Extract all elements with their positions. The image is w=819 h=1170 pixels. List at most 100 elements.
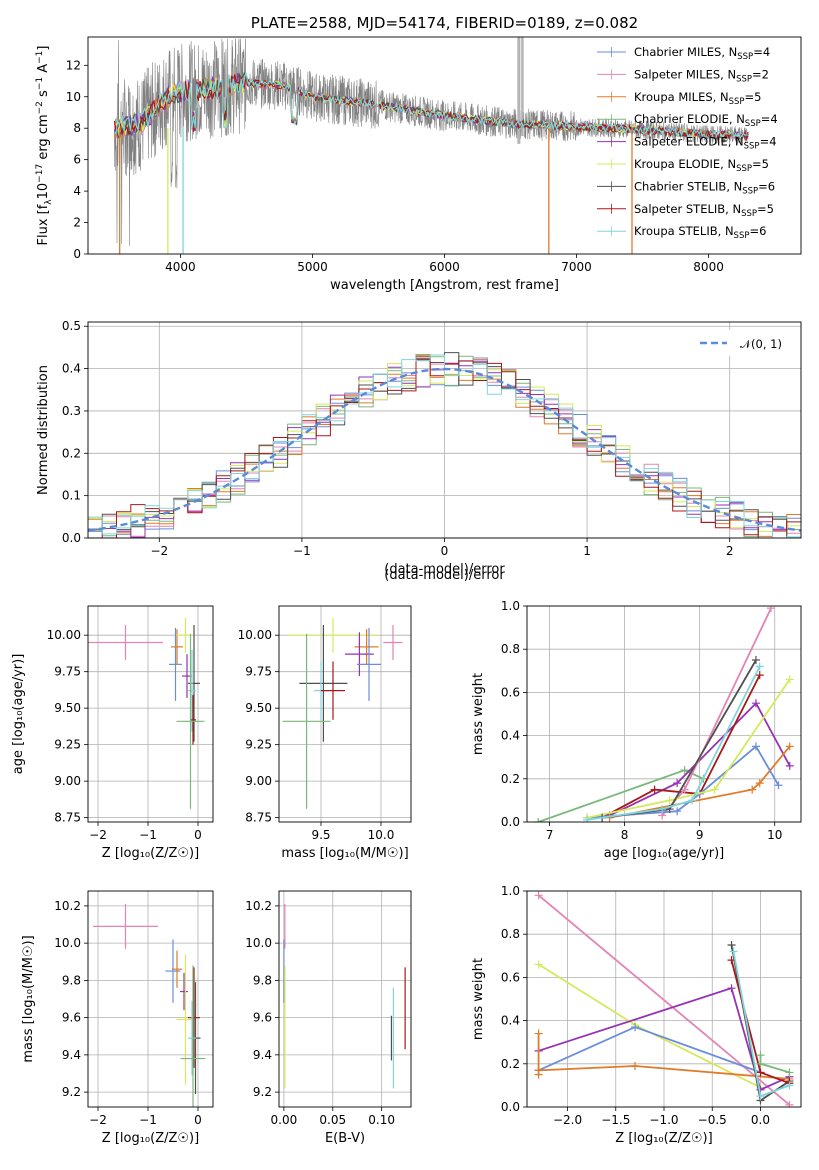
chart-title: PLATE=2588, MJD=54174, FIBERID=0189, z=0… <box>251 14 638 32</box>
y-tick-label: 0.0 <box>501 815 520 829</box>
y-tick-label: 9.50 <box>245 701 272 715</box>
y-tick-label: 10.0 <box>54 936 81 950</box>
mass-weight-marker <box>756 1092 765 1101</box>
x-tick-label: −1 <box>139 1113 157 1127</box>
x-tick-label: 0.0 <box>751 1113 770 1127</box>
mass-weight-marker <box>583 815 592 822</box>
legend-label: 𝒩(0, 1) <box>740 337 782 351</box>
legend-n-value: =5 <box>752 157 769 171</box>
y-tick-label: 1.0 <box>501 884 520 898</box>
mass-weight-marker <box>665 796 674 805</box>
legend-n-sub: SSP <box>736 164 752 174</box>
y-tick-label: 12 <box>66 58 81 72</box>
mass-weight-marker <box>755 779 764 788</box>
panel-spectrum: 4000 5000 6000 7000 8000 0 2 4 6 8 10 12 wavelength … <box>35 14 802 293</box>
y-tick-label: 0.8 <box>501 642 520 656</box>
mass-weight-line <box>601 674 761 819</box>
y-axis-label-part: −17 <box>35 164 45 183</box>
legend-n-value: =2 <box>752 67 769 81</box>
y-axis-label-part: ] <box>36 46 51 51</box>
y-axis-label: mass [log₁₀(M/M☉)] <box>21 935 36 1062</box>
y-tick-label: 0.6 <box>501 685 520 699</box>
legend-n: N <box>732 202 741 216</box>
x-tick-label: 5000 <box>297 260 328 274</box>
mass-weight-marker <box>534 1066 543 1075</box>
x-tick-label: −2.0 <box>553 1113 582 1127</box>
mass-weight-marker <box>680 785 689 794</box>
axes-frame <box>278 605 412 823</box>
mass-weight-marker <box>751 699 760 708</box>
mass-weight-marker <box>756 1059 765 1068</box>
mass-weight-marker <box>631 1023 640 1032</box>
y-tick-label: 9.2 <box>62 1085 81 1099</box>
x-tick-label: 1 <box>583 544 591 558</box>
y-axis-label: mass weight <box>471 958 486 1040</box>
model-spectrum-line <box>113 72 749 140</box>
x-tick-label: 0 <box>194 828 202 842</box>
y-tick-label: 9.8 <box>253 973 272 987</box>
legend-n-sub: SSP <box>736 74 752 84</box>
mass-weight-marker <box>756 1068 765 1077</box>
mass-weight-marker <box>727 941 736 949</box>
y-tick-label: 9.50 <box>54 701 81 715</box>
mass-weight-marker <box>751 742 760 751</box>
y-tick-label: 10.00 <box>47 628 81 642</box>
mass-weight-marker <box>785 742 794 751</box>
mass-weight-marker <box>534 891 543 900</box>
mass-weight-marker <box>774 781 783 790</box>
legend-name: Salpeter STELIB, <box>634 202 732 216</box>
y-axis-label: mass weight <box>471 673 486 755</box>
legend-n-sub: SSP <box>742 186 758 196</box>
y-tick-label: 8.75 <box>245 811 272 825</box>
plot-area <box>534 606 794 822</box>
legend-n-value: =4 <box>761 112 778 126</box>
y-tick-label: 0.5 <box>62 319 81 333</box>
legend-n-value: =6 <box>758 179 775 193</box>
mass-weight-marker <box>631 1061 640 1070</box>
mass-weight-marker <box>727 984 736 993</box>
mass-weight-marker <box>650 785 659 794</box>
legend-name: Chabrier MILES, <box>634 45 729 59</box>
y-tick-label: 0 <box>73 247 81 261</box>
mass-weight-marker <box>710 785 719 794</box>
x-axis-label: mass [log₁₀(M/M☉)] <box>281 846 408 861</box>
x-tick-label: 4000 <box>165 260 196 274</box>
x-axis-label: wavelength [Angstrom, rest frame] <box>330 278 559 293</box>
y-tick-label: 0.4 <box>501 729 520 743</box>
plot-area <box>113 37 749 254</box>
legend-n-sub: SSP <box>744 142 760 152</box>
legend-label: Chabrier MILES, NSSP=4 <box>634 45 770 62</box>
x-axis-label: (data-model)/error <box>384 562 505 577</box>
residual-histogram <box>88 354 801 538</box>
y-axis-label-part: −2 <box>35 101 45 114</box>
y-axis-label-part: λ <box>44 199 54 205</box>
legend-n-value: =5 <box>757 202 774 216</box>
legend-n: N <box>734 179 743 193</box>
y-tick-label: 6 <box>73 153 81 167</box>
axes-frame <box>87 890 214 1108</box>
y-tick-label: 4 <box>73 184 81 198</box>
legend-n-sub: SSP <box>741 209 757 219</box>
x-tick-label: 0.05 <box>319 1113 346 1127</box>
mass-weight-marker <box>534 818 543 822</box>
y-tick-label: 10.2 <box>54 899 81 913</box>
mass-weight-line <box>586 666 761 821</box>
legend-name: Salpeter MILES, <box>634 67 727 81</box>
mass-weight-marker <box>751 656 760 664</box>
y-tick-label: 0.6 <box>501 970 520 984</box>
axes-frame <box>278 890 412 1108</box>
panel-weight_vs_Z: −2.0 −1.5 −1.0 −0.5 0.0 0.0 0.2 0.4 0.6 0.8 1.0 Z [… <box>471 884 802 1146</box>
legend-name: Chabrier ELODIE, <box>634 112 736 126</box>
x-tick-label: 9 <box>696 828 704 842</box>
y-axis-label: Flux [fλ10−17 erg cm−2 s−1 A−1] <box>35 46 54 246</box>
mass-weight-marker <box>680 766 689 775</box>
y-tick-label: 9.4 <box>253 1048 272 1062</box>
mass-weight-marker <box>785 1068 794 1077</box>
legend-n-value: =4 <box>760 135 777 149</box>
axes-frame <box>526 890 802 1108</box>
x-tick-label: −1.0 <box>649 1113 678 1127</box>
legend-label: Kroupa MILES, NSSP=5 <box>634 90 761 107</box>
plot-area <box>283 904 406 1089</box>
y-tick-label: 9.2 <box>253 1085 272 1099</box>
normal-curve <box>88 367 801 532</box>
